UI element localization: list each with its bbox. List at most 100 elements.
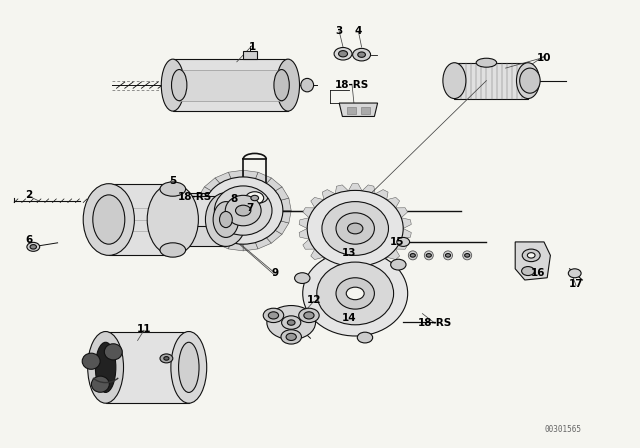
- Ellipse shape: [336, 213, 374, 244]
- Ellipse shape: [160, 182, 186, 196]
- Circle shape: [304, 312, 314, 319]
- Text: 18-RS: 18-RS: [335, 80, 369, 90]
- Ellipse shape: [160, 243, 186, 257]
- Text: 14: 14: [342, 313, 356, 323]
- Circle shape: [287, 320, 295, 325]
- Text: 9: 9: [271, 268, 279, 278]
- Ellipse shape: [274, 69, 289, 101]
- Polygon shape: [215, 238, 231, 249]
- Circle shape: [348, 223, 363, 234]
- Ellipse shape: [88, 332, 124, 403]
- Circle shape: [268, 312, 278, 319]
- Circle shape: [522, 267, 534, 276]
- Polygon shape: [323, 190, 335, 200]
- Circle shape: [27, 242, 40, 251]
- Polygon shape: [281, 198, 291, 211]
- Polygon shape: [311, 198, 324, 208]
- Text: 3: 3: [335, 26, 343, 36]
- Bar: [106, 332, 189, 403]
- Polygon shape: [266, 178, 282, 191]
- Circle shape: [397, 237, 410, 246]
- Polygon shape: [299, 218, 309, 228]
- Ellipse shape: [476, 58, 497, 67]
- Polygon shape: [204, 230, 220, 243]
- Polygon shape: [387, 249, 399, 259]
- Circle shape: [246, 192, 264, 204]
- Ellipse shape: [82, 353, 100, 369]
- Circle shape: [221, 210, 250, 229]
- Ellipse shape: [301, 78, 314, 92]
- Polygon shape: [335, 263, 348, 272]
- Polygon shape: [198, 187, 211, 200]
- Polygon shape: [348, 184, 362, 191]
- Ellipse shape: [424, 251, 433, 260]
- Ellipse shape: [205, 193, 246, 246]
- Ellipse shape: [93, 195, 125, 244]
- Polygon shape: [255, 172, 271, 183]
- Text: 6: 6: [25, 235, 33, 245]
- Polygon shape: [303, 239, 315, 249]
- Polygon shape: [195, 211, 205, 223]
- Text: 16: 16: [531, 268, 545, 278]
- Polygon shape: [515, 242, 550, 280]
- Text: 15: 15: [390, 237, 404, 247]
- Bar: [347, 107, 356, 114]
- Polygon shape: [387, 198, 399, 208]
- Polygon shape: [275, 187, 289, 200]
- Circle shape: [229, 215, 242, 224]
- Polygon shape: [311, 249, 324, 259]
- Polygon shape: [396, 239, 408, 249]
- Ellipse shape: [303, 251, 408, 336]
- Polygon shape: [401, 218, 412, 228]
- Text: 7: 7: [246, 203, 253, 213]
- Text: 17: 17: [569, 280, 583, 289]
- Ellipse shape: [179, 342, 199, 392]
- Ellipse shape: [225, 195, 261, 226]
- Polygon shape: [228, 242, 243, 251]
- Polygon shape: [266, 230, 282, 243]
- Ellipse shape: [444, 251, 452, 260]
- Polygon shape: [348, 266, 362, 273]
- Circle shape: [522, 249, 540, 262]
- Circle shape: [353, 48, 371, 61]
- Bar: [109, 184, 173, 255]
- Polygon shape: [396, 208, 408, 218]
- Polygon shape: [335, 185, 348, 194]
- Polygon shape: [215, 172, 231, 183]
- Circle shape: [426, 254, 431, 257]
- Text: 13: 13: [342, 248, 356, 258]
- Bar: [361, 107, 370, 114]
- Circle shape: [445, 254, 451, 257]
- Circle shape: [390, 259, 406, 270]
- Circle shape: [299, 308, 319, 323]
- Ellipse shape: [336, 278, 374, 309]
- Text: 11: 11: [137, 324, 151, 334]
- Text: 1: 1: [249, 42, 257, 52]
- Ellipse shape: [463, 251, 472, 260]
- Polygon shape: [323, 257, 335, 267]
- Text: 2: 2: [25, 190, 33, 200]
- Circle shape: [267, 306, 316, 340]
- Polygon shape: [375, 257, 388, 267]
- Ellipse shape: [520, 68, 540, 93]
- Circle shape: [263, 308, 284, 323]
- Circle shape: [251, 195, 259, 201]
- Polygon shape: [362, 185, 375, 194]
- Text: 4: 4: [355, 26, 362, 36]
- Circle shape: [286, 333, 296, 340]
- Circle shape: [410, 254, 415, 257]
- Text: 10: 10: [537, 53, 551, 63]
- Circle shape: [568, 269, 581, 278]
- Circle shape: [160, 354, 173, 363]
- Polygon shape: [299, 228, 309, 239]
- Text: 18-RS: 18-RS: [418, 318, 452, 327]
- Circle shape: [346, 287, 364, 300]
- Ellipse shape: [172, 69, 187, 101]
- Bar: [454, 63, 528, 99]
- Ellipse shape: [95, 342, 116, 392]
- Polygon shape: [401, 228, 412, 239]
- Ellipse shape: [408, 251, 417, 260]
- Circle shape: [465, 254, 470, 257]
- Ellipse shape: [147, 184, 198, 255]
- Polygon shape: [275, 221, 289, 234]
